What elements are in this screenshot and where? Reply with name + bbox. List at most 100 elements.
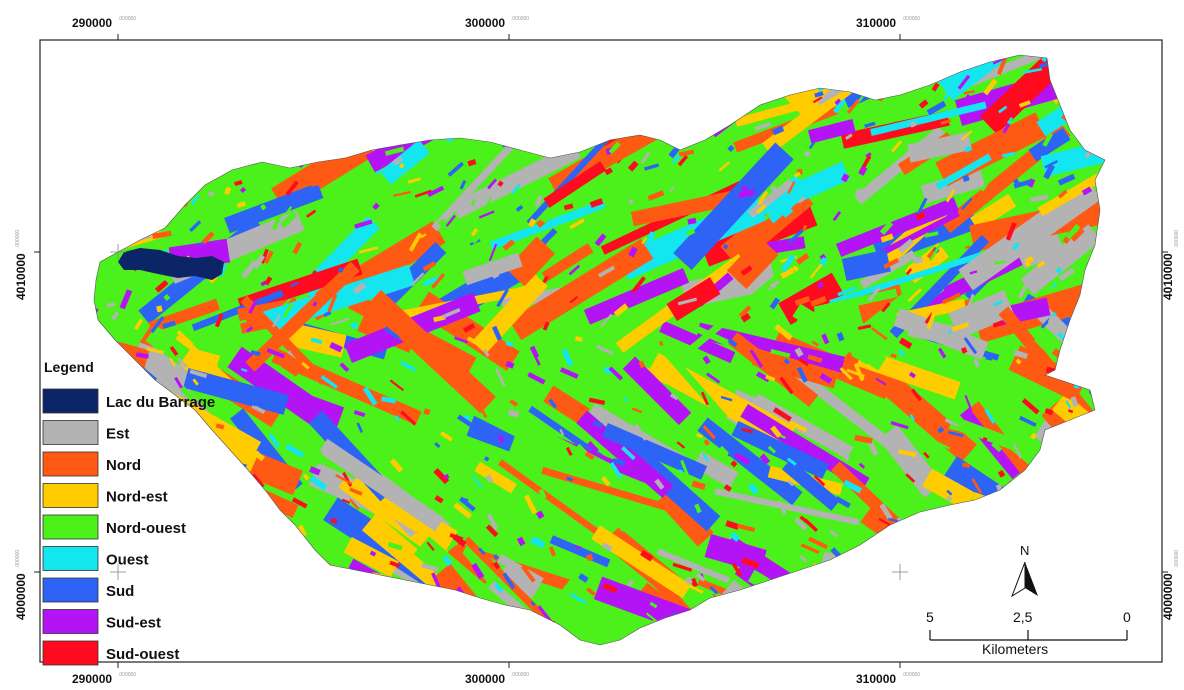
raster-speckle [678, 149, 695, 157]
raster-speckle [292, 241, 303, 255]
raster-speckle [521, 564, 536, 583]
raster-speckle [953, 482, 961, 491]
raster-speckle [523, 259, 540, 271]
raster-speckle [601, 476, 611, 487]
raster-speckle [900, 266, 908, 274]
raster-speckle [684, 576, 693, 585]
raster-speckle [479, 406, 488, 419]
raster-speckle [672, 562, 693, 572]
raster-speckle [628, 246, 638, 258]
raster-band [726, 503, 833, 544]
raster-band [1040, 124, 1105, 177]
raster-speckle [843, 479, 863, 494]
raster-speckle [497, 180, 504, 187]
raster-speckle [951, 322, 970, 332]
raster-speckle [812, 96, 823, 104]
raster-speckle [454, 336, 469, 344]
raster-speckle [431, 572, 442, 590]
raster-speckle [566, 476, 574, 482]
raster-band [714, 488, 860, 526]
raster-band [656, 548, 731, 584]
raster-speckle [998, 105, 1008, 114]
raster-speckle [440, 431, 454, 442]
raster-speckle [677, 297, 698, 306]
x-tick-300000-top-suffix: .000000 [511, 16, 529, 22]
raster-speckle [375, 170, 381, 175]
raster-speckle [1043, 164, 1055, 180]
legend-label-0: Lac du Barrage [106, 394, 215, 411]
raster-speckle [389, 560, 401, 568]
x-tick-300000-top: 300000 [465, 16, 505, 30]
raster-speckle [423, 408, 431, 416]
raster-speckle [796, 366, 808, 383]
raster-speckle [989, 396, 1004, 407]
raster-speckle [740, 312, 751, 323]
raster-speckle [300, 349, 310, 354]
raster-speckle [780, 253, 796, 273]
raster-speckle [870, 327, 888, 341]
raster-speckle [511, 183, 521, 195]
raster-speckle [240, 259, 258, 279]
raster-band [462, 252, 523, 286]
raster-speckle [505, 341, 514, 348]
raster-speckle [898, 337, 913, 349]
raster-speckle [846, 99, 860, 114]
raster-speckle [810, 296, 827, 307]
raster-speckle [748, 483, 759, 495]
raster-speckle [937, 347, 947, 359]
raster-speckle [268, 433, 280, 448]
legend-label-7: Sud-est [106, 615, 161, 632]
raster-speckle [644, 231, 656, 249]
x-tick-290000-bottom-suffix: .000000 [118, 672, 136, 678]
raster-speckle [718, 445, 733, 461]
legend-swatch-7 [42, 609, 99, 634]
raster-speckle [1044, 408, 1054, 416]
raster-speckle [819, 372, 833, 384]
raster-speckle [803, 150, 811, 158]
raster-speckle [541, 228, 558, 245]
raster-band [893, 308, 989, 360]
raster-speckle [135, 352, 149, 359]
raster-speckle [602, 583, 618, 593]
raster-speckle [641, 237, 648, 245]
x-axis-top-labels: 290000 .000000 300000 .000000 310000 .00… [72, 16, 920, 30]
raster-speckle [1051, 281, 1058, 288]
raster-speckle [816, 281, 825, 289]
raster-speckle [931, 82, 940, 92]
raster-speckle [574, 545, 582, 550]
raster-speckle [483, 456, 490, 462]
raster-speckle [600, 313, 613, 328]
raster-speckle [569, 592, 587, 605]
raster-speckle [327, 293, 338, 313]
raster-speckle [232, 392, 240, 402]
legend-label-6: Sud [106, 583, 134, 600]
raster-speckle [350, 321, 359, 330]
raster-speckle [493, 561, 501, 570]
raster-speckle [330, 517, 338, 524]
raster-band [543, 161, 607, 208]
legend-label-8: Sud-ouest [106, 646, 179, 663]
raster-band [696, 322, 845, 373]
raster-speckle [434, 495, 444, 504]
raster-speckle [502, 239, 516, 251]
raster-speckle [310, 337, 323, 345]
raster-speckle [548, 546, 556, 557]
raster-speckle [1018, 100, 1031, 108]
raster-speckle [387, 542, 403, 551]
raster-speckle [926, 310, 937, 330]
raster-speckle [234, 180, 243, 187]
raster-speckle [150, 315, 165, 334]
legend-label-2: Nord [106, 457, 141, 474]
raster-speckle [649, 601, 658, 609]
raster-speckle [311, 440, 323, 457]
raster-speckle [443, 473, 450, 480]
raster-speckle [942, 292, 961, 305]
raster-speckle [1013, 179, 1032, 189]
raster-speckle [770, 425, 782, 438]
raster-speckle [767, 445, 777, 454]
raster-speckle [854, 434, 873, 444]
raster-band [920, 168, 986, 204]
raster-speckle [588, 397, 606, 405]
raster-speckle [431, 273, 446, 289]
legend-swatch-3 [42, 483, 99, 508]
